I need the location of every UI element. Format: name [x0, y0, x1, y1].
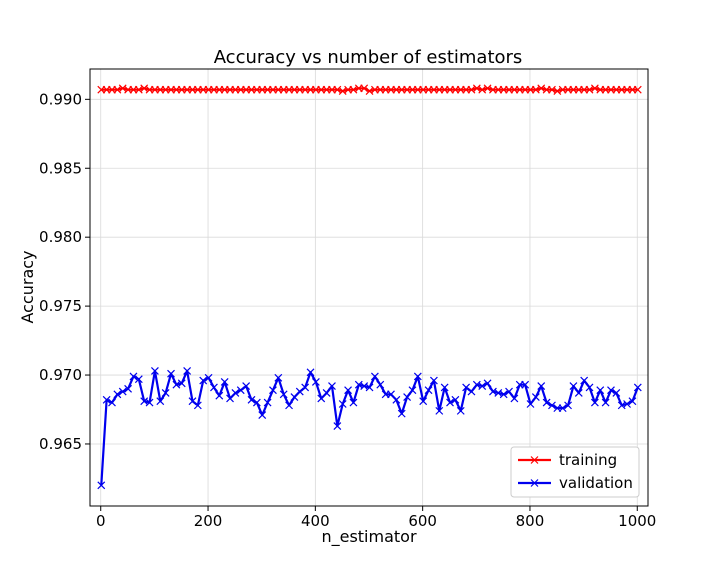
y-tick-label: 0.975	[39, 297, 82, 315]
y-axis-label: Accuracy	[18, 250, 37, 323]
validation-point	[468, 388, 475, 395]
y-tick-label: 0.990	[39, 90, 82, 108]
validation-point	[377, 381, 384, 388]
y-tick-label: 0.970	[39, 366, 82, 384]
y-tick-label: 0.985	[39, 159, 82, 177]
plot-area	[90, 69, 648, 506]
gridlines	[90, 69, 648, 506]
x-tick-label: 800	[516, 512, 545, 530]
x-axis-label: n_estimator	[321, 527, 416, 547]
series-layer	[98, 85, 642, 489]
series-training	[98, 85, 642, 95]
legend-label: training	[559, 451, 617, 469]
validation-point	[296, 388, 303, 395]
y-tick-label: 0.980	[39, 228, 82, 246]
legend: training validation	[511, 447, 639, 497]
validation-point	[323, 389, 330, 396]
x-tick-label: 0	[96, 512, 106, 530]
x-tick-label: 200	[194, 512, 223, 530]
x-tick-label: 1000	[618, 512, 656, 530]
validation-point	[210, 384, 217, 391]
y-axis: 0.965 0.970 0.975 0.980 0.985 0.990	[39, 90, 90, 453]
y-tick-label: 0.965	[39, 435, 82, 453]
chart-title: Accuracy vs number of estimators	[214, 47, 523, 68]
legend-label: validation	[559, 474, 633, 492]
